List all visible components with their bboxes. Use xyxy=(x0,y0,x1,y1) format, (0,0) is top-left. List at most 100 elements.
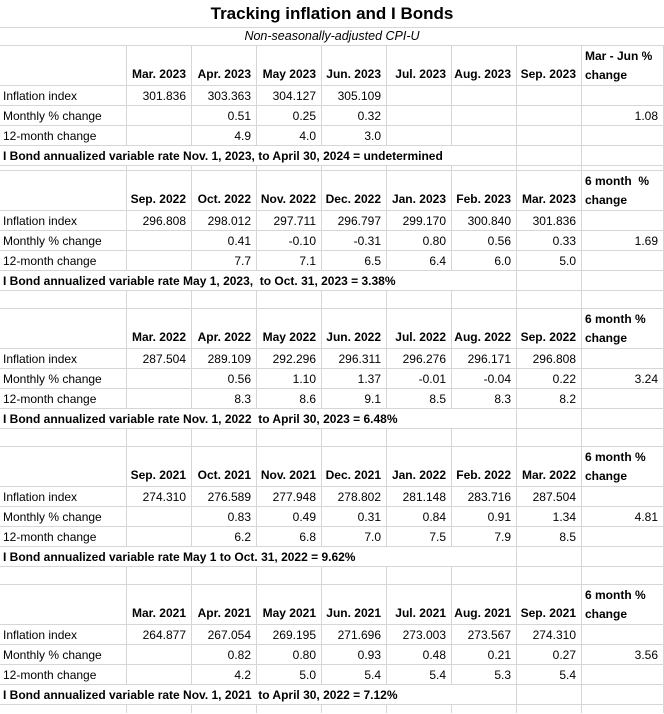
value-cell: 1.10 xyxy=(257,369,322,389)
rate-note-row: I Bond annualized variable rate Nov. 1, … xyxy=(0,409,664,429)
empty-cell xyxy=(517,429,582,447)
spacer-row xyxy=(0,166,664,171)
empty-cell xyxy=(517,166,582,171)
value-cell: 6.4 xyxy=(387,251,452,271)
value-cell: 277.948 xyxy=(257,487,322,507)
empty-cell xyxy=(517,567,582,585)
row-label: Inflation index xyxy=(0,211,127,231)
value-cell: 0.21 xyxy=(452,645,517,665)
value-cell: 7.5 xyxy=(387,527,452,547)
value-cell xyxy=(387,86,452,106)
change-value-cell xyxy=(582,86,664,106)
spacer-row xyxy=(0,705,664,713)
value-cell: 8.3 xyxy=(452,389,517,409)
rate-note: I Bond annualized variable rate May 1, 2… xyxy=(0,271,517,291)
empty-cell xyxy=(452,166,517,171)
empty-cell xyxy=(0,166,127,171)
empty-cell xyxy=(387,705,452,713)
month-header-cell: May 2023 xyxy=(257,46,322,86)
value-cell: 296.808 xyxy=(127,211,192,231)
empty-cell xyxy=(452,429,517,447)
value-cell: -0.10 xyxy=(257,231,322,251)
rate-note-row: I Bond annualized variable rate May 1, 2… xyxy=(0,271,664,291)
value-cell: 305.109 xyxy=(322,86,387,106)
value-cell: 297.711 xyxy=(257,211,322,231)
empty-cell xyxy=(257,166,322,171)
data-row: Monthly % change 0.56 1.10 1.37 -0.01 -0.04 0.… xyxy=(0,369,664,389)
value-cell: 1.37 xyxy=(322,369,387,389)
change-value-cell: 3.56 xyxy=(582,645,664,665)
value-cell: 273.567 xyxy=(452,625,517,645)
empty-cell xyxy=(517,547,582,567)
empty-cell xyxy=(517,685,582,705)
month-header-cell: Feb. 2023 xyxy=(452,171,517,211)
section-header-row: Mar. 2022 Apr. 2022 May 2022 Jun. 2022 Jul. … xyxy=(0,309,664,349)
empty-cell xyxy=(582,429,664,447)
empty-cell xyxy=(387,291,452,309)
value-cell: 281.148 xyxy=(387,487,452,507)
spacer-row xyxy=(0,291,664,309)
empty-cell xyxy=(322,291,387,309)
empty-cell xyxy=(127,291,192,309)
change-value-cell: 3.24 xyxy=(582,369,664,389)
change-value-cell xyxy=(582,349,664,369)
row-label: Monthly % change xyxy=(0,645,127,665)
empty-cell xyxy=(387,429,452,447)
empty-cell xyxy=(322,429,387,447)
empty-cell xyxy=(0,705,127,713)
value-cell xyxy=(517,86,582,106)
value-cell: 3.0 xyxy=(322,126,387,146)
value-cell: 0.32 xyxy=(322,106,387,126)
value-cell: 5.0 xyxy=(257,665,322,685)
value-cell: 0.80 xyxy=(387,231,452,251)
value-cell: 287.504 xyxy=(517,487,582,507)
corner-cell xyxy=(0,171,127,211)
spacer-row xyxy=(0,429,664,447)
month-header-cell: Mar. 2023 xyxy=(127,46,192,86)
section-header-row: Mar. 2023 Apr. 2023 May 2023 Jun. 2023 Jul. … xyxy=(0,46,664,86)
empty-cell xyxy=(257,705,322,713)
row-label: 12-month change xyxy=(0,126,127,146)
value-cell: 6.2 xyxy=(192,527,257,547)
value-cell: 7.9 xyxy=(452,527,517,547)
month-header-cell: Oct. 2021 xyxy=(192,447,257,487)
month-header-cell: Jan. 2023 xyxy=(387,171,452,211)
value-cell: 283.716 xyxy=(452,487,517,507)
month-header-cell: Mar. 2022 xyxy=(127,309,192,349)
empty-cell xyxy=(127,429,192,447)
value-cell: 0.83 xyxy=(192,507,257,527)
value-cell xyxy=(452,126,517,146)
change-value-cell xyxy=(582,527,664,547)
page-subtitle: Non-seasonally-adjusted CPI-U xyxy=(0,28,664,46)
empty-cell xyxy=(582,409,664,429)
value-cell xyxy=(452,106,517,126)
month-header-cell: Mar. 2022 xyxy=(517,447,582,487)
month-header-cell: Sep. 2023 xyxy=(517,46,582,86)
value-cell: 274.310 xyxy=(127,487,192,507)
value-cell xyxy=(387,106,452,126)
empty-cell xyxy=(192,166,257,171)
month-header-cell: Feb. 2022 xyxy=(452,447,517,487)
empty-cell xyxy=(517,291,582,309)
row-label: Inflation index xyxy=(0,487,127,507)
value-cell xyxy=(127,507,192,527)
row-label: Inflation index xyxy=(0,625,127,645)
empty-cell xyxy=(582,271,664,291)
corner-cell xyxy=(0,447,127,487)
value-cell: 296.276 xyxy=(387,349,452,369)
change-value-cell xyxy=(582,126,664,146)
month-header-cell: May 2022 xyxy=(257,309,322,349)
change-value-cell xyxy=(582,389,664,409)
value-cell: 4.0 xyxy=(257,126,322,146)
change-value-cell: 4.81 xyxy=(582,507,664,527)
value-cell: 273.003 xyxy=(387,625,452,645)
value-cell: 298.012 xyxy=(192,211,257,231)
change-value-cell: 1.69 xyxy=(582,231,664,251)
value-cell xyxy=(127,527,192,547)
value-cell: 0.80 xyxy=(257,645,322,665)
corner-cell xyxy=(0,46,127,86)
value-cell: 287.504 xyxy=(127,349,192,369)
value-cell: 8.6 xyxy=(257,389,322,409)
value-cell: 8.5 xyxy=(387,389,452,409)
